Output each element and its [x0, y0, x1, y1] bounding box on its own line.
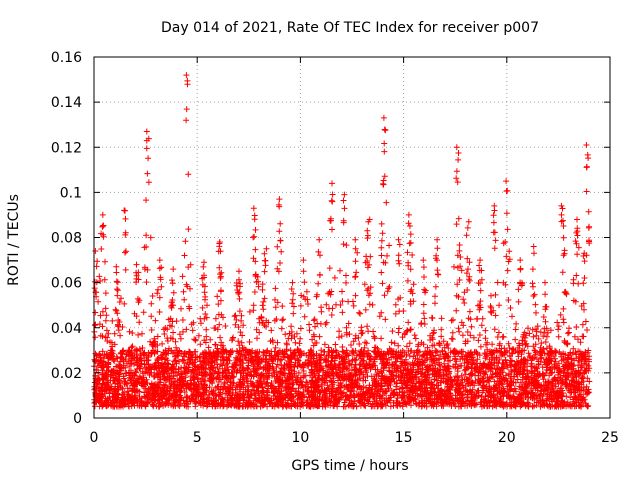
roti-chart: 051015202500.020.040.060.080.10.120.140.… [0, 0, 640, 480]
chart-svg: 051015202500.020.040.060.080.10.120.140.… [0, 0, 640, 480]
